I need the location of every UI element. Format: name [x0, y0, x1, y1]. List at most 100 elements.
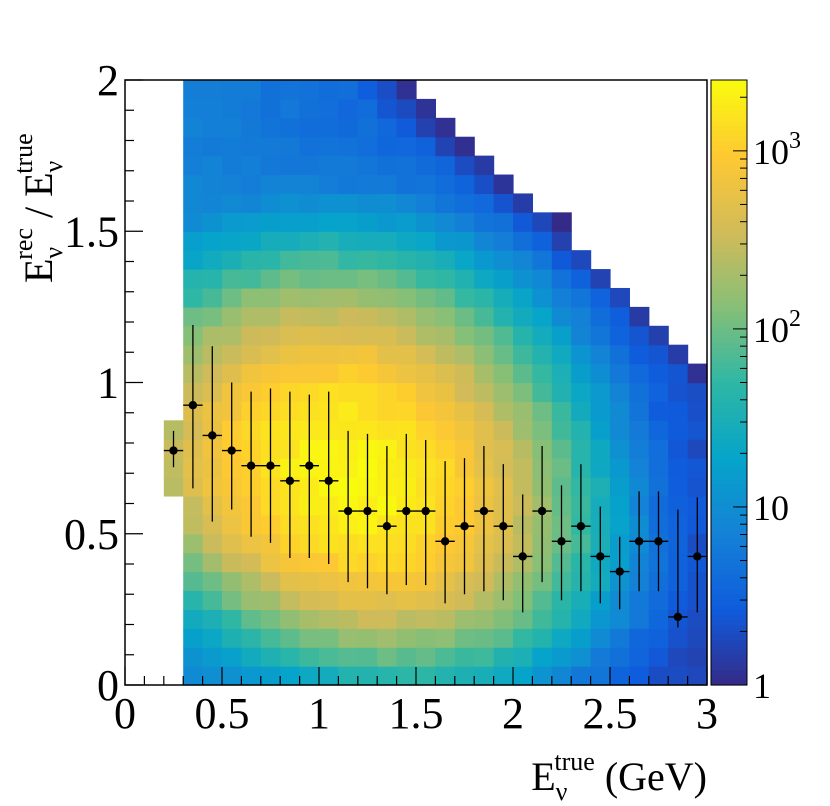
heatmap-cell	[280, 647, 301, 667]
heatmap-cell	[551, 439, 572, 459]
heatmap-cell	[610, 458, 630, 478]
heatmap-cell	[474, 344, 495, 365]
heatmap-cell	[668, 439, 689, 459]
y-axis-label: Eνrec / Eνtrue	[9, 133, 68, 283]
heatmap-cell	[474, 287, 495, 308]
heatmap-cell	[532, 269, 553, 289]
heatmap-cell	[590, 666, 611, 686]
heatmap-cell	[396, 609, 417, 629]
heatmap-cell	[183, 98, 204, 119]
heatmap-cell	[571, 344, 592, 365]
heatmap-cell	[648, 590, 669, 610]
heatmap-cell	[241, 212, 262, 232]
heatmap-cell	[377, 401, 398, 421]
heatmap-cell	[299, 287, 320, 308]
heatmap-cell	[260, 193, 281, 213]
colorbar-segment	[711, 407, 747, 414]
heatmap-cell	[377, 155, 398, 176]
colorbar-segment	[711, 377, 747, 384]
heatmap-cell	[532, 401, 553, 421]
heatmap-cell	[648, 666, 669, 686]
colorbar-segment	[711, 185, 747, 192]
heatmap-cell	[590, 344, 611, 365]
heatmap-cell	[299, 193, 320, 213]
heatmap-cell	[435, 269, 456, 289]
heatmap-cell	[610, 477, 630, 497]
heatmap-cell	[299, 174, 320, 195]
heatmap-cell	[532, 590, 553, 610]
heatmap-cell	[222, 155, 242, 176]
profile-point	[615, 567, 624, 576]
colorbar-segment	[711, 397, 747, 404]
heatmap-cell	[338, 117, 359, 138]
heatmap-cell	[222, 325, 242, 346]
colorbar-segment	[711, 337, 747, 343]
profile-point	[460, 521, 469, 531]
heatmap-cell	[416, 117, 436, 138]
heatmap-cell	[377, 98, 398, 119]
heatmap-cell	[202, 117, 223, 138]
heatmap-cell	[202, 533, 223, 554]
colorbar-segment	[711, 483, 747, 489]
heatmap-cell	[222, 174, 242, 195]
colorbar-label: 1	[753, 666, 771, 706]
colorbar-segment	[711, 422, 747, 429]
heatmap-cell	[396, 344, 417, 365]
heatmap-cell	[377, 80, 398, 100]
heatmap-cell	[435, 155, 456, 176]
heatmap-cell	[396, 155, 417, 176]
colorbar-segment	[711, 140, 747, 147]
colorbar-segment	[711, 281, 747, 288]
heatmap-cell	[590, 609, 611, 629]
heatmap-cell	[571, 609, 592, 629]
colorbar-segment	[711, 392, 747, 399]
heatmap-cell	[571, 666, 592, 686]
heatmap-cell	[571, 306, 592, 327]
heatmap-cell	[648, 647, 669, 667]
heatmap-cell	[280, 193, 301, 213]
heatmap-cell	[202, 269, 223, 289]
heatmap-cell	[338, 590, 359, 610]
heatmap-cell	[454, 382, 475, 403]
heatmap-cell	[416, 609, 436, 629]
profile-point	[402, 506, 411, 516]
heatmap-cell	[532, 231, 553, 251]
heatmap-cell	[357, 136, 378, 157]
heatmap-cell	[687, 401, 708, 421]
colorbar-segment	[711, 170, 747, 177]
heatmap-cell	[183, 231, 204, 251]
heatmap-cell	[377, 628, 398, 648]
heatmap-cell	[474, 155, 495, 176]
colorbar-segment	[711, 599, 747, 605]
heatmap-cell	[493, 382, 514, 403]
heatmap-cell	[299, 155, 320, 176]
heatmap-cell	[222, 212, 242, 232]
heatmap-cell	[513, 287, 533, 308]
heatmap-cell	[435, 647, 456, 667]
heatmap-cell	[377, 212, 398, 232]
heatmap-cell	[299, 325, 320, 346]
heatmap-cell	[551, 628, 572, 648]
colorbar-segment	[711, 296, 747, 303]
heatmap-cell	[241, 628, 262, 648]
colorbar-segment	[711, 654, 747, 661]
colorbar-segment	[711, 427, 747, 434]
colorbar-segment	[711, 443, 747, 449]
colorbar-segment	[711, 306, 747, 313]
heatmap-cell	[396, 363, 417, 384]
colorbar-segment	[711, 412, 747, 419]
colorbar-label: 103	[753, 128, 801, 172]
heatmap-cell	[551, 647, 572, 667]
heatmap-cell	[668, 477, 689, 497]
colorbar-segment	[711, 564, 747, 570]
colorbar-segment	[711, 437, 747, 444]
heatmap-cell	[338, 382, 359, 403]
colorbar-segment	[711, 316, 747, 323]
y-label-num-sup: rec	[9, 228, 38, 260]
colorbar-segment	[711, 311, 747, 318]
colorbar-segment	[711, 246, 747, 253]
heatmap-cell	[222, 344, 242, 365]
profile-point	[246, 461, 256, 470]
heatmap-cell	[416, 193, 436, 213]
heatmap-cell	[590, 420, 611, 440]
